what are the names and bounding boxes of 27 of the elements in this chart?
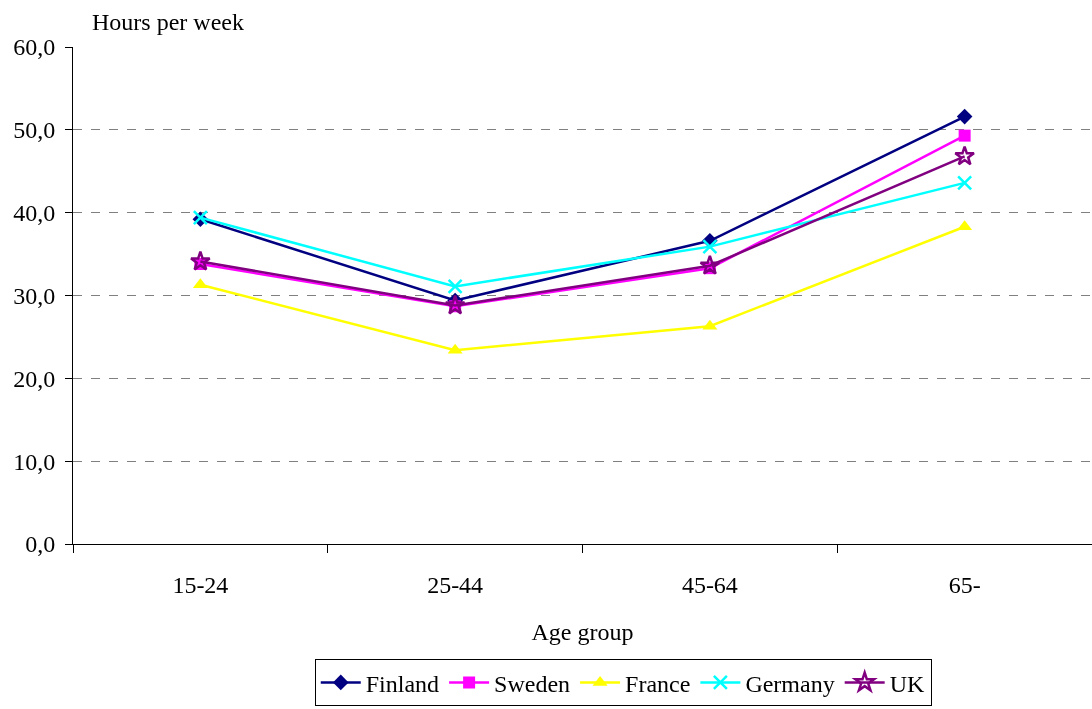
legend-label: France	[625, 670, 691, 697]
y-tick-label: 60,0	[13, 34, 56, 61]
y-tick-label: 0,0	[25, 531, 56, 558]
point	[956, 108, 973, 125]
point	[444, 294, 466, 315]
legend-label: Germany	[745, 670, 835, 697]
y-tick-label: 40,0	[13, 200, 56, 227]
y-tick-label: 10,0	[13, 448, 56, 475]
y-tick-label: 20,0	[13, 365, 56, 392]
x-tick-label: 45-64	[681, 571, 738, 598]
point	[958, 129, 971, 142]
legend-label: Sweden	[494, 670, 571, 697]
point	[189, 250, 211, 271]
y-axis-title: Hours per week	[92, 9, 244, 35]
point	[702, 238, 718, 255]
point	[954, 145, 976, 166]
x-tick-label: 15-24	[172, 571, 229, 598]
point	[956, 175, 973, 191]
legend-label: Finland	[365, 670, 440, 697]
legend-label: UK	[889, 670, 926, 697]
x-tick-label: 25-44	[427, 571, 484, 598]
point	[447, 278, 463, 295]
y-tick-label: 30,0	[13, 282, 56, 309]
x-axis-title: Age group	[531, 619, 634, 646]
y-tick-label: 50,0	[13, 117, 56, 144]
x-tick-label: 65-	[948, 571, 981, 598]
point	[699, 254, 721, 275]
